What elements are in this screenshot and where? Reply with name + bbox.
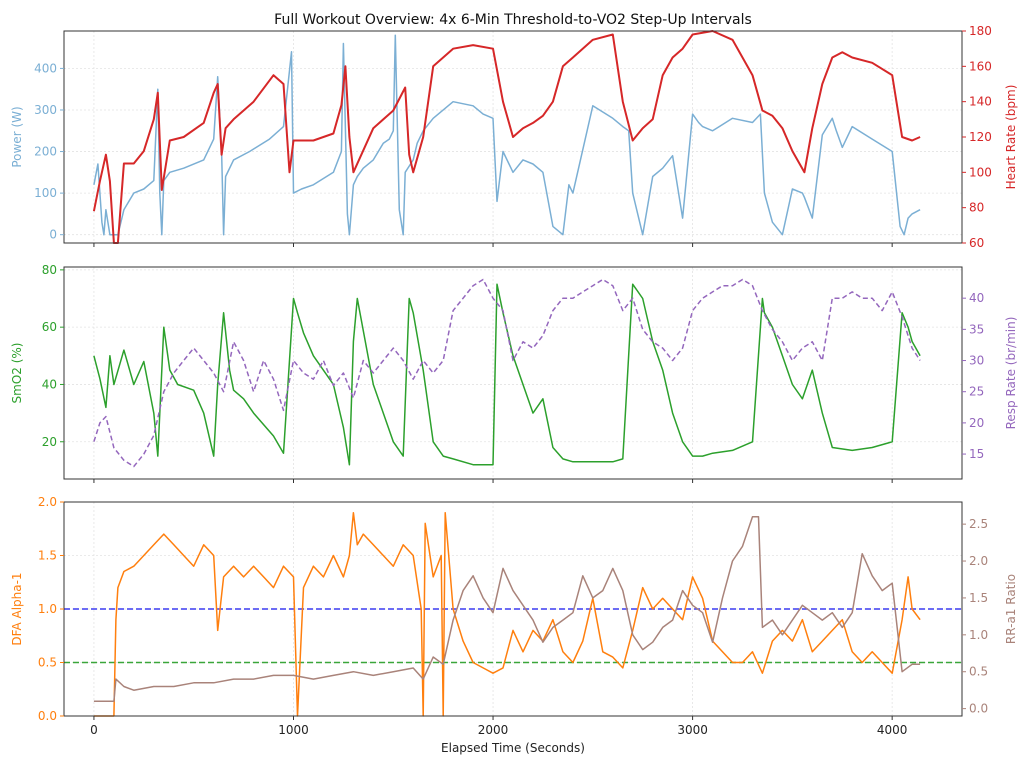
series-line-power-w — [93, 34, 921, 236]
y-right-tick-label: 100 — [969, 165, 992, 179]
y-right-axis-label: Resp Rate (br/min) — [1004, 317, 1018, 430]
y-axis-label: Power (W) — [10, 106, 24, 167]
y-right-tick-label: 2.5 — [969, 517, 988, 531]
series-line-smo2 — [93, 283, 921, 466]
chart-title: Full Workout Overview: 4x 6-Min Threshol… — [274, 12, 752, 28]
panel-2: 20 40 60 80 15 20 25 30 35 40 SmO2 (%) Resp Rate (b… — [10, 263, 1018, 483]
y-tick-label: 0.0 — [38, 709, 57, 723]
y-right-tick-label: 80 — [969, 201, 984, 215]
y-tick-label: 40 — [42, 377, 57, 391]
plot-frame — [63, 266, 963, 480]
y-right-tick-label: 120 — [969, 130, 992, 144]
series-line-dfa-alpha-1 — [93, 511, 921, 717]
y-right-tick-label: 140 — [969, 95, 992, 109]
y-right-tick-label: 20 — [969, 416, 984, 430]
y-tick-label: 80 — [42, 263, 57, 277]
y-right-tick-label: 40 — [969, 291, 984, 305]
y-right-tick-label: 30 — [969, 354, 984, 368]
y-tick-label: 300 — [34, 103, 57, 117]
y-right-tick-label: 160 — [969, 59, 992, 73]
panel-1: 0 100 200 300 400 60 80 100 120 140 160 180 Power (W… — [10, 24, 1018, 250]
y-tick-label: 200 — [34, 145, 57, 159]
y-right-tick-label: 0.5 — [969, 665, 988, 679]
y-right-tick-label: 60 — [969, 236, 984, 250]
x-tick-label: 2000 — [478, 723, 509, 737]
y-right-tick-label: 180 — [969, 24, 992, 38]
y-right-tick-label: 2.0 — [969, 554, 988, 568]
panel-3: 0 1000 2000 3000 4000 0.0 0.5 1.0 1.5 2.0 0.0 0.5 1.… — [10, 495, 1018, 755]
x-tick-label: 4000 — [877, 723, 908, 737]
series-line-rr-a1-ratio — [93, 516, 921, 702]
y-right-tick-label: 1.0 — [969, 628, 988, 642]
y-right-axis-label: Heart Rate (bpm) — [1004, 85, 1018, 190]
y-axis-label: DFA Alpha-1 — [10, 572, 24, 645]
x-tick-label: 0 — [90, 723, 98, 737]
y-tick-label: 60 — [42, 320, 57, 334]
y-tick-label: 400 — [34, 61, 57, 75]
x-tick-label: 3000 — [677, 723, 708, 737]
y-right-tick-label: 0.0 — [969, 702, 988, 716]
y-tick-label: 20 — [42, 435, 57, 449]
y-right-tick-label: 25 — [969, 385, 984, 399]
y-tick-label: 1.0 — [38, 602, 57, 616]
y-right-tick-label: 35 — [969, 322, 984, 336]
x-tick-label: 1000 — [278, 723, 309, 737]
series-line-resp-rate-br-min — [93, 278, 921, 468]
y-right-tick-label: 15 — [969, 447, 984, 461]
series-line-heart-rate-bpm — [92, 30, 921, 244]
y-tick-label: 2.0 — [38, 495, 57, 509]
y-right-axis-label: RR-a1 Ratio — [1004, 574, 1018, 644]
y-tick-label: 100 — [34, 186, 57, 200]
y-axis-label: SmO2 (%) — [10, 343, 24, 404]
y-tick-label: 0.5 — [38, 656, 57, 670]
y-right-tick-label: 1.5 — [969, 591, 988, 605]
y-tick-label: 0 — [49, 228, 57, 242]
x-axis-label: Elapsed Time (Seconds) — [441, 741, 585, 755]
y-tick-label: 1.5 — [38, 549, 57, 563]
